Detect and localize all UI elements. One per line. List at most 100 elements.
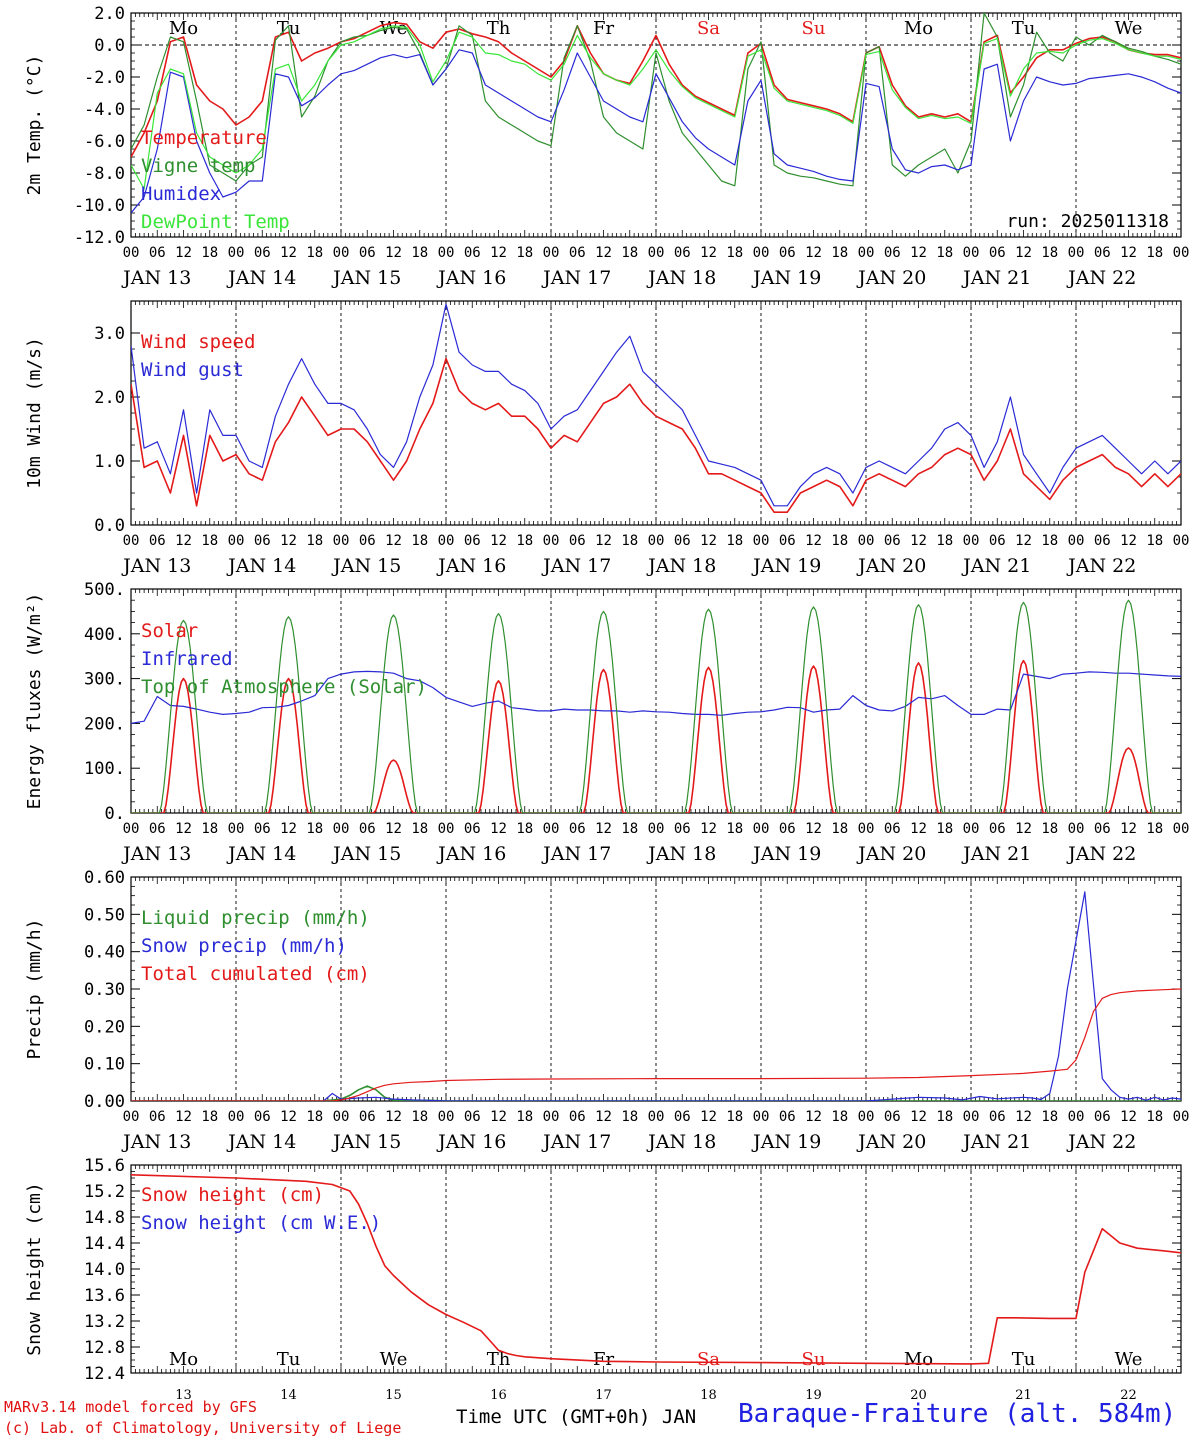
date-label: JAN 20 [856, 1131, 926, 1153]
date-label: JAN 20 [856, 267, 926, 289]
date-label: JAN 15 [331, 843, 401, 865]
panel-4: 0.60 0.50 0.40 0.30 0.20 0.10 0.00 Precip (mm/h… [24, 868, 1189, 1153]
legend-entry: Humidex [141, 183, 221, 205]
series-line-wind-speed [131, 357, 1181, 513]
hour-tick-label: 18 [936, 533, 953, 549]
hour-tick-label: 12 [385, 1109, 402, 1125]
y-tick-label: 2.0 [94, 4, 125, 24]
date-label: JAN 13 [121, 1131, 191, 1153]
date-label: JAN 16 [436, 1131, 506, 1153]
series-line-total-cumulated-cm- [131, 988, 1181, 1101]
date-label: JAN 22 [1066, 267, 1136, 289]
series-line-infrared [131, 670, 1181, 724]
series-line-humidex [131, 49, 1181, 214]
hour-tick-label: 06 [989, 245, 1006, 261]
hour-tick-label: 12 [1015, 1109, 1032, 1125]
date-label: JAN 17 [541, 267, 611, 289]
hour-tick-label: 06 [1094, 1109, 1111, 1125]
date-label: JAN 21 [961, 267, 1031, 289]
hour-tick-label: 18 [1146, 821, 1163, 837]
date-label: JAN 18 [646, 843, 716, 865]
y-axis-label: Snow height (cm) [24, 1182, 45, 1355]
hour-tick-label: 06 [779, 1109, 796, 1125]
hour-tick-label: 06 [674, 533, 691, 549]
hour-tick-label: 12 [805, 1109, 822, 1125]
hour-tick-label: 12 [1015, 533, 1032, 549]
date-label: JAN 19 [751, 843, 821, 865]
date-label: JAN 21 [961, 555, 1031, 577]
day-name-label: Su [802, 18, 826, 39]
y-tick-label: 0.0 [94, 516, 125, 536]
hour-tick-label: 00 [1068, 245, 1085, 261]
time-axis-label: Time UTC (GMT+0h) JAN [456, 1406, 697, 1428]
hour-tick-label: 18 [516, 821, 533, 837]
y-axis-label: Energy fluxes (W/m²) [24, 593, 45, 810]
date-label: JAN 22 [1066, 843, 1136, 865]
hour-tick-label: 12 [1120, 533, 1137, 549]
hour-tick-label: 18 [411, 1109, 428, 1125]
hour-tick-label: 12 [280, 533, 297, 549]
y-tick-label: 0.30 [84, 980, 125, 1000]
hour-tick-label: 06 [674, 821, 691, 837]
hour-tick-label: 06 [149, 533, 166, 549]
day-number-label: 15 [385, 1388, 402, 1400]
hour-tick-label: 06 [254, 1109, 271, 1125]
date-label: JAN 21 [961, 843, 1031, 865]
hour-tick-label: 12 [175, 245, 192, 261]
day-name-label: Sa [697, 18, 720, 39]
day-name-label: Mo [169, 18, 198, 39]
hour-tick-label: 12 [1120, 1109, 1137, 1125]
hour-tick-label: 06 [884, 245, 901, 261]
hour-tick-label: 00 [333, 245, 350, 261]
hour-tick-label: 18 [201, 1109, 218, 1125]
day-name-label: Sa [697, 1349, 720, 1370]
y-tick-label: 13.2 [84, 1312, 125, 1332]
hour-tick-label: 18 [1146, 1109, 1163, 1125]
hour-tick-label: 00 [438, 821, 455, 837]
date-label: JAN 15 [331, 267, 401, 289]
date-label: JAN 17 [541, 843, 611, 865]
hour-tick-label: 06 [779, 245, 796, 261]
hour-tick-label: 18 [306, 1109, 323, 1125]
panel-5: 15.6 15.2 14.8 14.4 14.0 13.6 13.2 12.8 12.4 Snow… [24, 1156, 1182, 1400]
hour-tick-label: 06 [1094, 533, 1111, 549]
hour-tick-label: 12 [1120, 245, 1137, 261]
hour-tick-label: 12 [700, 533, 717, 549]
hour-tick-label: 12 [175, 1109, 192, 1125]
day-name-label: Su [802, 1349, 826, 1370]
hour-tick-label: 18 [936, 245, 953, 261]
day-name-label: Tu [1012, 18, 1036, 39]
hour-tick-label: 00 [228, 821, 245, 837]
hour-tick-label: 12 [385, 245, 402, 261]
hour-tick-label: 18 [201, 245, 218, 261]
legend-entry: Wind speed [141, 331, 255, 353]
y-tick-label: -6.0 [84, 132, 125, 152]
hour-tick-label: 18 [411, 245, 428, 261]
hour-tick-label: 18 [1041, 821, 1058, 837]
date-label: JAN 14 [226, 843, 296, 865]
hour-tick-label: 06 [569, 821, 586, 837]
date-label: JAN 19 [751, 1131, 821, 1153]
legend-entry: Wind gust [141, 359, 244, 381]
hour-tick-label: 06 [359, 533, 376, 549]
series-line-top-of-atmosphere-solar- [131, 599, 1181, 813]
hour-tick-label: 06 [674, 245, 691, 261]
hour-tick-label: 12 [385, 821, 402, 837]
date-label: JAN 14 [226, 1131, 296, 1153]
hour-tick-label: 12 [280, 1109, 297, 1125]
hour-tick-label: 00 [963, 1109, 980, 1125]
hour-tick-label: 18 [831, 533, 848, 549]
hour-tick-label: 00 [438, 533, 455, 549]
day-number-label: 21 [1015, 1388, 1032, 1400]
station-name: Baraque-Fraiture (alt. 584m) [738, 1399, 1177, 1429]
y-tick-label: 0.50 [84, 905, 125, 925]
series-line-temperature [131, 21, 1181, 158]
day-number-label: 14 [280, 1388, 297, 1400]
date-label: JAN 20 [856, 843, 926, 865]
date-label: JAN 15 [331, 1131, 401, 1153]
hour-tick-label: 18 [726, 245, 743, 261]
hour-tick-label: 00 [228, 1109, 245, 1125]
date-label: JAN 19 [751, 555, 821, 577]
series-group [131, 599, 1181, 813]
hour-tick-label: 12 [1120, 821, 1137, 837]
